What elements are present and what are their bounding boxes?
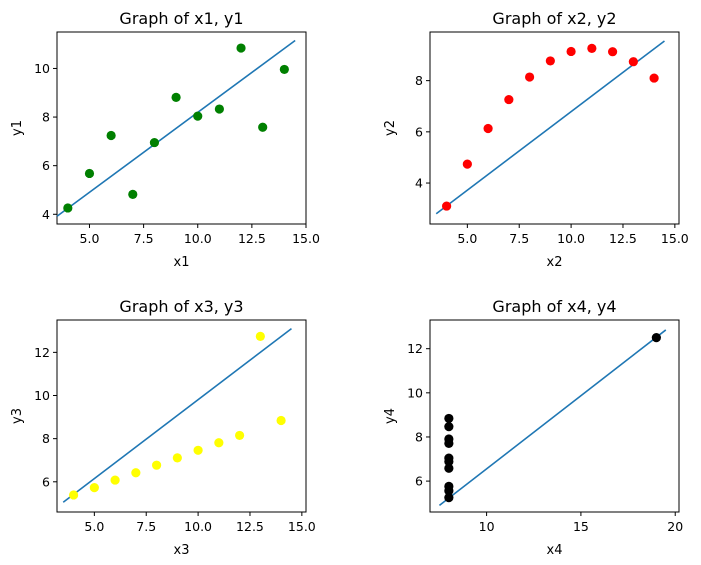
y-tick-label: 12 (34, 345, 50, 360)
x-axis-label: x2 (547, 255, 563, 270)
data-point (566, 46, 576, 57)
data-point (444, 493, 454, 503)
data-point (110, 475, 120, 485)
data-point (525, 72, 535, 82)
x-tick-label: 10.0 (184, 231, 212, 246)
x-tick-label: 15.0 (288, 519, 316, 534)
data-point (628, 57, 638, 67)
x-tick-label: 15.0 (292, 231, 320, 246)
data-point (649, 73, 659, 83)
y-axis-label: y2 (383, 120, 398, 136)
data-point (214, 438, 224, 448)
subplot-1: Graph of x1, y1 5.0 7.5 10.0 12.5 15.0 4 6 8 10 x1… (10, 9, 320, 270)
y-axis-label: y4 (383, 408, 398, 424)
subplot-2: Graph of x2, y2 5.0 7.5 10.0 12.5 15.0 4 6 8 x2 y2 (383, 9, 689, 270)
x-tick-label: 5.0 (80, 231, 100, 246)
x-axis-label: x4 (547, 543, 563, 558)
data-point (444, 421, 454, 432)
data-point (444, 434, 454, 444)
y-axis-label: y3 (10, 408, 25, 424)
x-axis-label: x1 (174, 255, 190, 270)
data-point (651, 333, 661, 343)
y-axis-label: y1 (10, 120, 25, 136)
data-point (279, 64, 289, 75)
x-tick-label: 10.0 (184, 519, 212, 534)
x-tick-label: 12.5 (238, 231, 266, 246)
subplot-3: Graph of x3, y3 5.0 7.5 10.0 12.5 15.0 6 8 10 12 x… (10, 297, 316, 558)
x-tick-label: 15 (573, 519, 589, 534)
subplot-title: Graph of x4, y4 (492, 297, 616, 316)
x-axis-label: x3 (174, 543, 190, 558)
data-point (235, 430, 245, 441)
x-tick-label: 20 (667, 519, 683, 534)
subplot-title: Graph of x1, y1 (119, 9, 243, 28)
fit-line (438, 329, 667, 507)
fit-line (62, 327, 292, 503)
y-tick-label: 8 (42, 431, 50, 446)
data-point (128, 189, 138, 199)
subplot-4: Graph of x4, y4 10 15 20 6 8 10 12 x4 y4 (383, 297, 683, 558)
data-point (545, 56, 555, 66)
y-tick-label: 4 (42, 207, 50, 222)
fit-line (435, 40, 665, 215)
y-tick-label: 8 (415, 73, 423, 88)
data-point (444, 413, 454, 424)
y-tick-label: 6 (415, 474, 423, 489)
data-point (106, 130, 116, 141)
y-tick-label: 8 (415, 429, 423, 444)
data-point (444, 456, 454, 467)
data-point (214, 104, 224, 114)
data-point (193, 111, 203, 121)
data-point (255, 331, 265, 341)
x-tick-label: 7.5 (134, 231, 154, 246)
data-point (236, 43, 246, 53)
data-point (276, 415, 286, 426)
x-tick-label: 5.0 (457, 231, 477, 246)
x-tick-label: 12.5 (609, 231, 637, 246)
x-tick-label: 5.0 (84, 519, 104, 534)
data-point (504, 94, 514, 105)
data-point (608, 47, 618, 57)
plot-frame (429, 31, 680, 225)
y-tick-label: 8 (42, 110, 50, 125)
x-tick-label: 15.0 (661, 231, 689, 246)
y-tick-label: 6 (415, 124, 423, 139)
data-point (483, 123, 493, 134)
data-point (462, 159, 472, 169)
data-point (89, 483, 99, 493)
data-point (444, 463, 454, 473)
data-point (444, 486, 454, 496)
plot-frame (56, 319, 307, 513)
data-point (84, 168, 95, 179)
y-tick-label: 10 (34, 388, 50, 403)
x-tick-label: 10 (479, 519, 495, 534)
data-point (131, 468, 141, 478)
y-tick-label: 12 (407, 341, 423, 356)
y-tick-label: 4 (415, 176, 423, 191)
data-point (149, 137, 160, 148)
x-tick-label: 7.5 (136, 519, 156, 534)
x-tick-label: 10.0 (557, 231, 585, 246)
subplot-title: Graph of x3, y3 (119, 297, 243, 316)
fit-line (56, 39, 296, 217)
plot-frame (429, 319, 680, 513)
data-point (69, 490, 79, 500)
data-point (442, 201, 452, 211)
subplot-title: Graph of x2, y2 (492, 9, 616, 28)
y-tick-label: 6 (42, 474, 50, 489)
data-point (171, 92, 181, 102)
data-point (63, 203, 73, 213)
x-tick-label: 7.5 (509, 231, 529, 246)
data-point (587, 43, 597, 53)
data-point (258, 122, 268, 132)
data-point (193, 445, 203, 455)
y-tick-label: 10 (407, 385, 423, 400)
plot-frame (56, 31, 307, 225)
y-tick-label: 10 (34, 61, 50, 76)
x-tick-label: 12.5 (236, 519, 264, 534)
y-tick-label: 6 (42, 158, 50, 173)
data-point (172, 453, 182, 463)
data-point (152, 460, 162, 470)
